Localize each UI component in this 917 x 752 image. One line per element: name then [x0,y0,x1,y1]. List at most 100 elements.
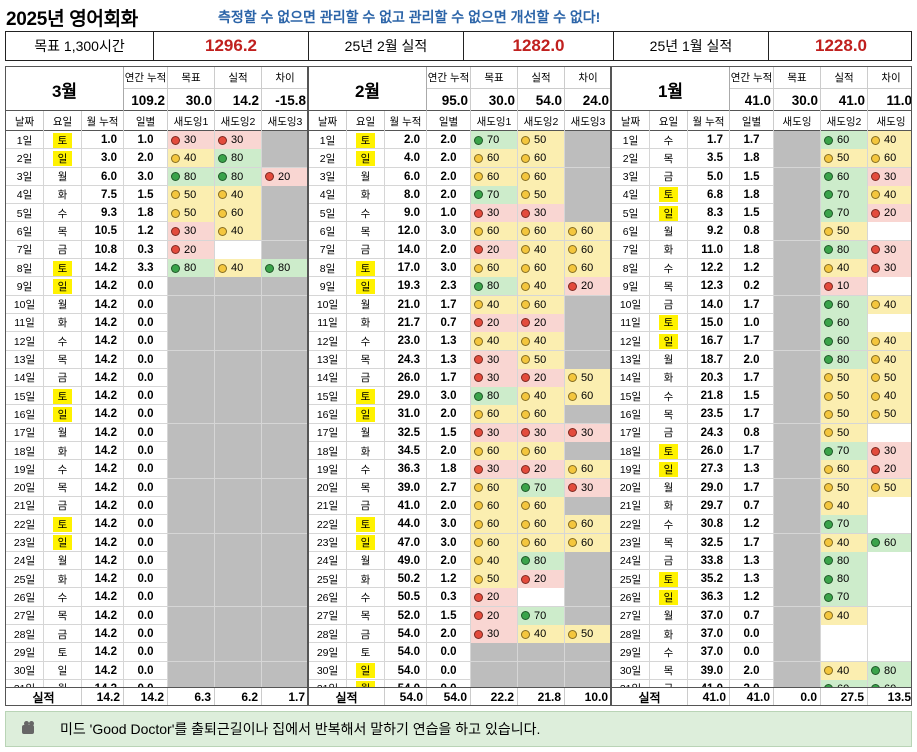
daily-hours: 1.7 [427,368,471,387]
daily-hours: 2.0 [124,149,168,168]
status-dot-icon [568,464,577,474]
shadowing-cell: 60 [471,222,518,241]
shadowing-score: 20 [487,609,500,622]
weekday-cell: 토 [650,570,688,589]
weekday-label: 수 [663,646,674,659]
status-dot-icon [265,172,274,182]
weekday-cell: 목 [650,149,688,168]
month-cumulative: 14.2 [82,350,124,369]
shadowing-cell: 80 [168,167,215,186]
shadowing-score: 80 [231,152,244,165]
shadowing-score: 30 [487,353,500,366]
day-cell: 11일 [612,313,650,332]
shadowing-score: 40 [231,188,244,201]
shadowing-score: 80 [837,243,850,256]
shadowing-score: 60 [534,499,547,512]
shadowing-cell: 80 [168,259,215,278]
table-row: 16일 일 14.2 0.0 [6,405,307,424]
shadowing-score: 20 [581,280,594,293]
month-cumulative: 41.0 [385,496,427,515]
shadowing-cell: 20 [168,240,215,259]
month-name: 1월 [612,67,730,111]
day-cell: 28일 [309,625,347,644]
status-dot-icon [871,172,880,182]
weekday-label: 일 [53,535,72,551]
shadowing-score: 20 [884,207,897,220]
shadowing-score: 10 [837,280,850,293]
shadowing-cell: 60 [471,515,518,534]
shadowing-cell: 20 [518,570,565,589]
month-header: 1월 연간 누적 41.0 목표 30.0 실적 41.0 차이 11.0 [612,67,911,111]
shadowing-cell: 80 [471,387,518,406]
shadowing-cell: 40 [215,259,262,278]
daily-hours: 1.7 [730,368,774,387]
table-row: 11일 화 21.7 0.7 20 20 [309,313,610,333]
month-cumulative: 14.2 [82,295,124,314]
status-dot-icon [824,172,833,182]
shadowing-cell: 60 [565,515,610,534]
shadowing-cell [774,496,821,515]
daily-hours: 2.0 [427,405,471,424]
shadowing-cell [518,643,565,662]
shadowing-cell [262,606,307,625]
shadowing-cell [774,350,821,369]
shadowing-cell [774,185,821,204]
weekday-label: 수 [360,463,371,476]
column-header: 요일 [650,111,688,131]
shadowing-cell [565,570,610,589]
day-cell: 10일 [6,295,44,314]
table-row: 30일 목 39.0 2.0 40 80 [612,661,911,680]
status-dot-icon [521,281,530,291]
table-row: 28일 화 37.0 0.0 [612,625,911,644]
shadowing-cell: 20 [471,588,518,607]
month-cumulative: 14.2 [82,313,124,332]
weekday-label: 목 [663,152,674,165]
month-cumulative: 27.3 [688,460,730,479]
weekday-label: 토 [53,260,72,276]
shadowing-cell: 40 [471,295,518,314]
weekday-label: 화 [360,445,371,458]
shadowing-cell: 50 [821,423,868,442]
table-row: 29일 수 37.0 0.0 [612,643,911,662]
shadowing-cell [168,478,215,497]
shadowing-cell: 40 [215,222,262,241]
month-cumulative: 11.0 [688,240,730,259]
shadowing-score: 80 [487,280,500,293]
month-cumulative: 52.0 [385,606,427,625]
table-row: 24일 월 49.0 2.0 40 80 [309,551,610,571]
month-cumulative: 24.3 [688,423,730,442]
day-cell: 25일 [309,570,347,589]
column-header: 날짜 [612,111,650,131]
month-cumulative: 3.0 [82,149,124,168]
status-dot-icon [824,391,833,401]
status-dot-icon [171,172,180,182]
daily-hours: 2.0 [427,149,471,168]
status-dot-icon [521,245,530,255]
weekday-label: 수 [57,591,68,604]
month-cumulative: 14.2 [82,570,124,589]
weekday-cell: 화 [650,240,688,259]
weekday-label: 금 [663,299,674,312]
shadowing-score: 30 [487,207,500,220]
daily-hours: 0.3 [124,240,168,259]
daily-hours: 0.0 [427,643,471,662]
month-cumulative: 14.2 [82,405,124,424]
table-row: 21일 화 29.7 0.7 40 [612,496,911,516]
weekday-label: 화 [360,573,371,586]
jan-label: 25년 1월 실적 [614,32,769,60]
shadowing-cell [262,661,307,680]
shadowing-cell [262,295,307,314]
shadowing-cell [565,313,610,332]
status-dot-icon [474,172,483,182]
weekday-cell: 일 [44,661,82,680]
weekday-cell: 수 [650,131,688,149]
day-cell: 5일 [612,204,650,223]
month-cumulative: 18.7 [688,350,730,369]
shadowing-cell: 80 [518,551,565,570]
totals-value: 14.2 [124,688,168,705]
status-dot-icon [871,538,880,548]
day-cell: 22일 [612,515,650,534]
weekday-label: 목 [663,537,674,550]
daily-hours: 2.0 [427,442,471,461]
shadowing-cell [168,625,215,644]
